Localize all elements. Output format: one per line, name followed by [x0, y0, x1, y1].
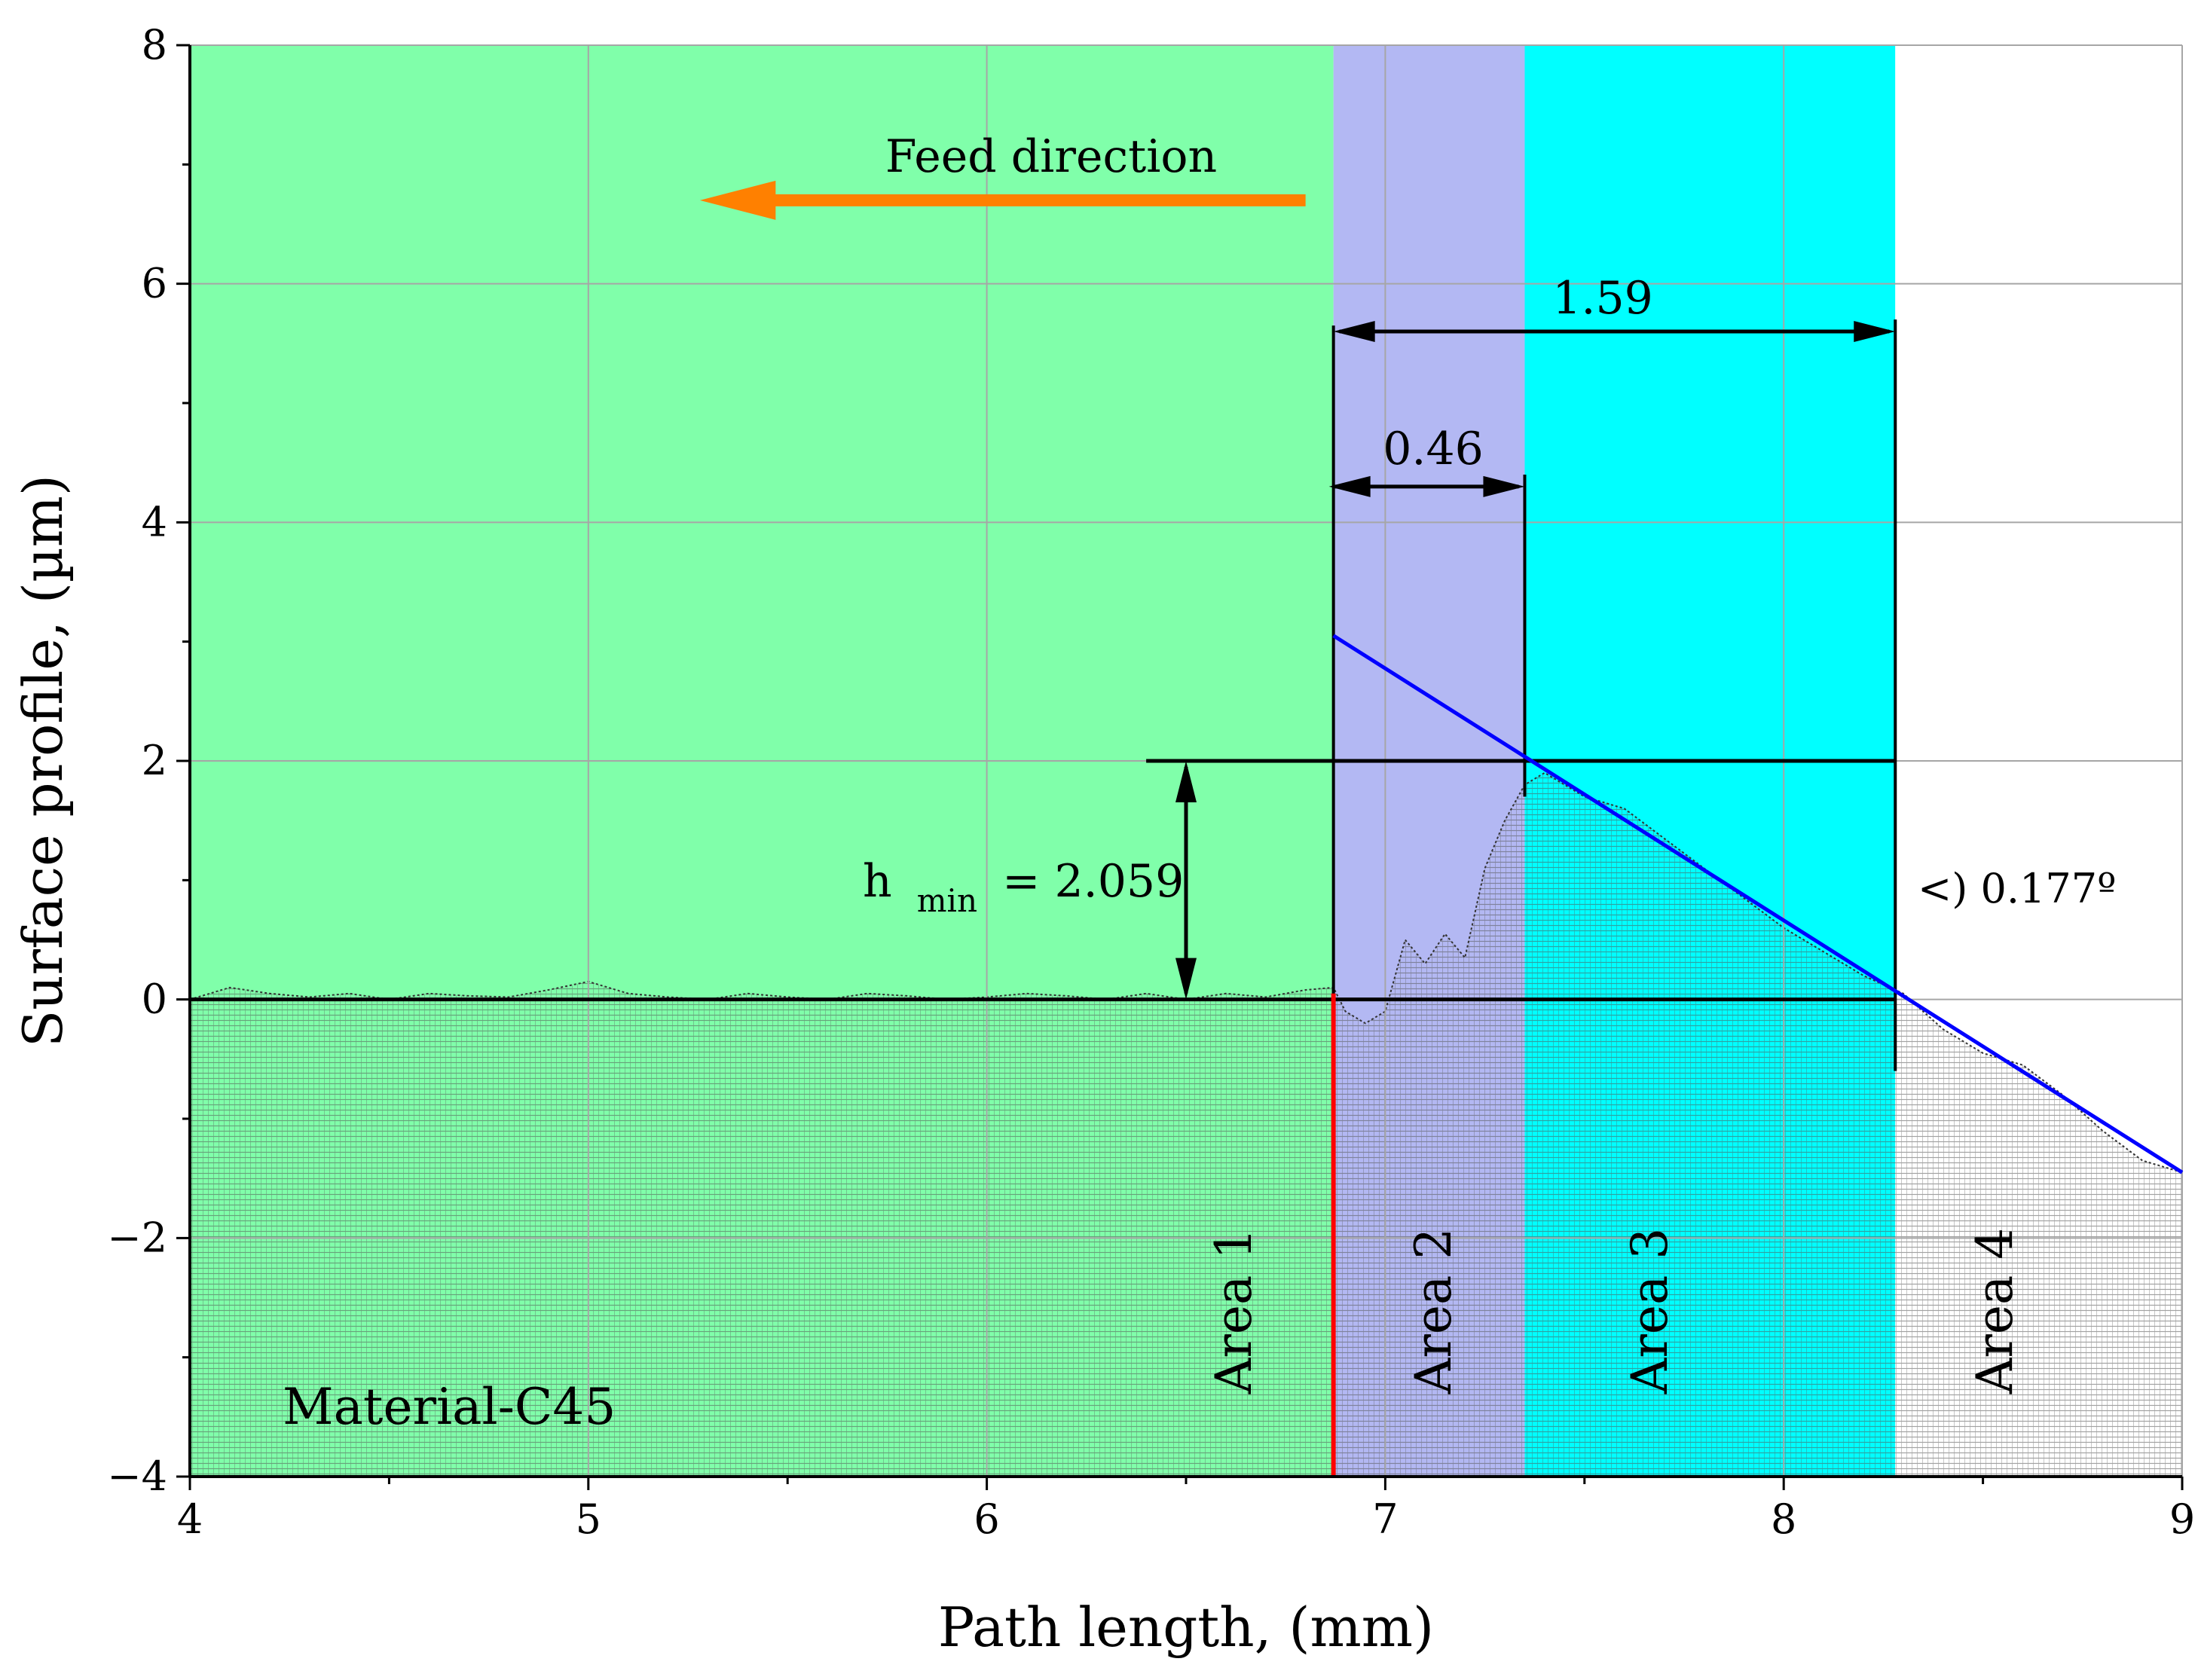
dimension-0-46-label: 0.46 [1383, 423, 1484, 475]
h-min-subscript: min [917, 882, 977, 919]
y-tick-label: 6 [142, 260, 167, 307]
y-tick-label: 8 [142, 21, 167, 69]
area-2-label: Area 2 [1405, 1228, 1463, 1395]
ticks-layer: 4 5 6 7 8 9 −4 −2 0 2 4 6 8 [107, 21, 2195, 1543]
area-4-label: Area 4 [1966, 1228, 2024, 1395]
profile-layer [190, 771, 2182, 1477]
profile-line [190, 771, 2182, 1174]
y-tick-label: 4 [142, 498, 167, 545]
feed-direction-arrow-head [699, 180, 776, 220]
x-tick-label: 4 [177, 1495, 203, 1543]
dimension-1-59-label: 1.59 [1552, 272, 1653, 325]
y-tick-label: −4 [107, 1452, 167, 1500]
angle-label: <) 0.177º [1918, 865, 2116, 912]
x-axis-title: Path length, (mm) [938, 1596, 1434, 1659]
y-tick-label: −2 [107, 1214, 167, 1261]
h-min-value: = 2.059 [1002, 855, 1184, 908]
h-min-label: h min = 2.059 [863, 855, 1184, 923]
slope-line [1332, 634, 2184, 1174]
x-tick-label: 9 [2169, 1495, 2195, 1543]
dimension-1-59-arrow-head-right [1854, 321, 1896, 342]
x-tick-label: 5 [576, 1495, 601, 1543]
feed-direction-label: Feed direction [885, 130, 1217, 183]
y-tick-label: 2 [142, 737, 167, 784]
h-min-symbol: h [863, 855, 892, 908]
x-tick-label: 6 [974, 1495, 999, 1543]
x-tick-label: 7 [1372, 1495, 1398, 1543]
area-1-label: Area 1 [1205, 1228, 1263, 1395]
h-min-arrow-head-top [1175, 761, 1197, 802]
y-axis-title: Surface profile, (µm) [11, 475, 75, 1047]
material-label: Material-C45 [283, 1378, 616, 1436]
x-tick-label: 8 [1771, 1495, 1796, 1543]
dimension-0-46-arrow-head-left [1328, 475, 1371, 497]
h-min-arrow-head-bottom [1175, 958, 1197, 1000]
y-tick-label: 0 [142, 976, 167, 1023]
area-3-label: Area 3 [1621, 1228, 1679, 1395]
dimension-0-46-arrow-head-right [1483, 475, 1525, 497]
dimension-1-59-arrow-head-left [1333, 321, 1375, 342]
annotation-layer [190, 180, 2184, 1477]
profile-fill [190, 772, 2182, 1477]
